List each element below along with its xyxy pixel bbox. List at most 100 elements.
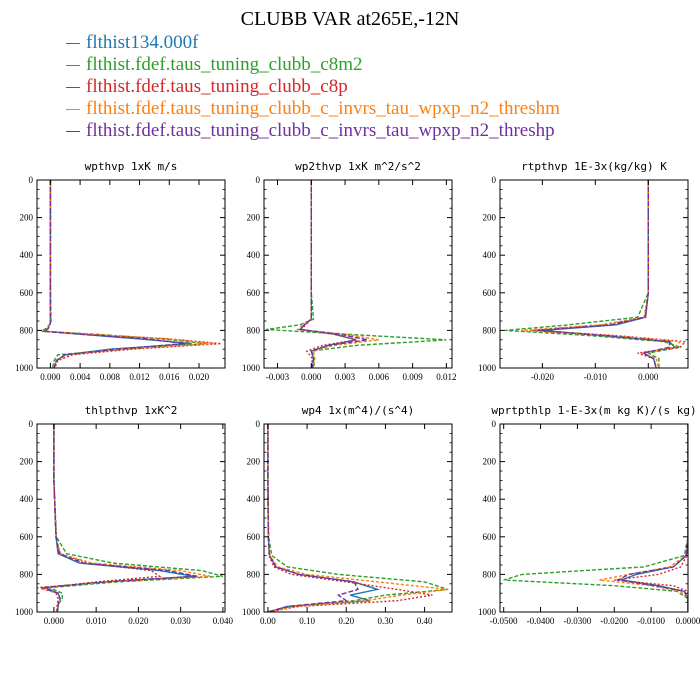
legend-label: flthist.fdef.taus_tuning_clubb_c8p xyxy=(86,76,348,97)
series-line xyxy=(615,424,688,612)
x-tick-label: -0.003 xyxy=(266,372,290,382)
x-tick-label: -0.0100 xyxy=(637,616,665,626)
x-tick-label: 0.000 xyxy=(40,372,61,382)
series-line xyxy=(267,424,449,612)
y-tick-label: 800 xyxy=(247,569,261,579)
y-tick-label: 400 xyxy=(483,250,497,260)
legend-item: flthist.fdef.taus_tuning_clubb_c_invrs_t… xyxy=(66,120,560,142)
series-line xyxy=(296,180,379,368)
x-tick-label: 0.006 xyxy=(369,372,390,382)
x-tick-label: -0.020 xyxy=(531,372,555,382)
panel-title: wp2thvp 1xK m^2/s^2 xyxy=(295,160,421,173)
series-line xyxy=(42,180,185,368)
y-tick-label: 0 xyxy=(29,175,34,185)
panel-title: rtpthvp 1E-3x(kg/kg) K xyxy=(521,160,667,173)
legend-label: flthist134.000f xyxy=(86,32,199,53)
legend-label: flthist.fdef.taus_tuning_clubb_c8m2 xyxy=(86,54,363,75)
legend-line-icon xyxy=(66,86,80,88)
series-line xyxy=(503,424,688,612)
series-line xyxy=(39,180,207,368)
x-tick-label: 0.000 xyxy=(301,372,322,382)
x-tick-label: 0.000 xyxy=(44,616,65,626)
y-tick-label: 200 xyxy=(20,213,34,223)
figure-title: CLUBB VAR at265E,-12N xyxy=(240,8,460,30)
series-line xyxy=(599,424,688,612)
y-tick-label: 600 xyxy=(247,532,261,542)
x-tick-label: 0.0000 xyxy=(676,616,700,626)
series-line xyxy=(267,424,433,612)
y-tick-label: 600 xyxy=(20,288,34,298)
series-line xyxy=(299,180,357,368)
x-tick-label: 0.20 xyxy=(338,616,354,626)
x-tick-label: 0.003 xyxy=(335,372,356,382)
legend-item: flthist.fdef.taus_tuning_clubb_c8p xyxy=(66,76,560,98)
panel-title: wpthvp 1xK m/s xyxy=(85,160,178,173)
y-tick-label: 400 xyxy=(483,494,497,504)
y-tick-label: 400 xyxy=(247,250,261,260)
x-tick-label: 0.016 xyxy=(159,372,180,382)
series-line xyxy=(41,180,214,368)
x-tick-label: -0.0300 xyxy=(564,616,592,626)
chart-panel: wprtpthlp 1-E-3x(m kg K)/(s kg) 0 200 400 60… xyxy=(478,404,700,626)
chart-panel: wpthvp 1xK m/s 0 200 400 600 800 1000 0.000 0.00… xyxy=(15,160,226,382)
series-line xyxy=(37,424,211,612)
panel-title: wp4 1x(m^4)/(s^4) xyxy=(302,404,415,417)
plot-frame xyxy=(263,179,453,369)
chart-panel: thlpthvp 1xK^2 0 200 400 600 800 1000 0.000 0.01… xyxy=(15,404,234,626)
y-tick-label: 0 xyxy=(492,419,497,429)
legend-line-icon xyxy=(66,108,80,110)
legend-label: flthist.fdef.taus_tuning_clubb_c_invrs_t… xyxy=(86,120,555,141)
x-tick-label: 0.040 xyxy=(213,616,234,626)
plot-frame xyxy=(36,179,226,369)
series-line xyxy=(614,424,688,612)
series-group xyxy=(503,424,688,612)
series-line xyxy=(267,424,360,612)
y-tick-label: 400 xyxy=(20,250,34,260)
legend-item: flthist.fdef.taus_tuning_clubb_c8m2 xyxy=(66,54,560,76)
y-tick-label: 800 xyxy=(20,569,34,579)
series-group xyxy=(37,424,224,612)
series-line xyxy=(537,180,671,368)
x-tick-label: 0.012 xyxy=(436,372,456,382)
y-tick-label: 200 xyxy=(483,457,497,467)
legend-line-icon xyxy=(66,42,80,44)
y-tick-label: 200 xyxy=(20,457,34,467)
series-line xyxy=(298,180,357,368)
y-tick-label: 0 xyxy=(256,419,261,429)
panel-title: thlpthvp 1xK^2 xyxy=(85,404,178,417)
x-tick-label: 0.010 xyxy=(86,616,107,626)
y-tick-label: 200 xyxy=(483,213,497,223)
chart-panel: rtpthvp 1E-3x(kg/kg) K 0 200 400 600 800 1000 -… xyxy=(478,160,689,382)
plot-frame xyxy=(36,423,226,613)
y-tick-label: 1000 xyxy=(478,607,497,617)
x-tick-label: 0.020 xyxy=(128,616,149,626)
series-line xyxy=(42,180,222,368)
panel-title: wprtpthlp 1-E-3x(m kg K)/(s kg) xyxy=(491,404,696,417)
x-tick-label: -0.0500 xyxy=(490,616,518,626)
x-tick-label: 0.012 xyxy=(129,372,149,382)
y-tick-label: 1000 xyxy=(15,363,34,373)
series-line xyxy=(42,424,194,612)
legend: flthist134.000f flthist.fdef.taus_tuning… xyxy=(66,32,560,142)
series-line xyxy=(505,180,683,368)
y-tick-label: 1000 xyxy=(478,363,497,373)
x-tick-label: 0.00 xyxy=(260,616,276,626)
y-tick-label: 400 xyxy=(247,494,261,504)
x-tick-label: 0.000 xyxy=(638,372,659,382)
series-group xyxy=(39,180,222,368)
x-tick-label: 0.030 xyxy=(171,616,192,626)
y-tick-label: 600 xyxy=(247,288,261,298)
series-line xyxy=(618,424,688,612)
y-tick-label: 600 xyxy=(483,532,497,542)
y-tick-label: 0 xyxy=(492,175,497,185)
x-tick-label: 0.40 xyxy=(417,616,433,626)
x-tick-label: -0.010 xyxy=(584,372,608,382)
series-line xyxy=(298,180,368,368)
y-tick-label: 200 xyxy=(247,457,261,467)
y-tick-label: 1000 xyxy=(242,363,261,373)
series-line xyxy=(49,424,224,612)
y-tick-label: 800 xyxy=(483,325,497,335)
chart-panel: wp2thvp 1xK m^2/s^2 0 200 400 600 800 1000 -0.0… xyxy=(242,160,456,382)
